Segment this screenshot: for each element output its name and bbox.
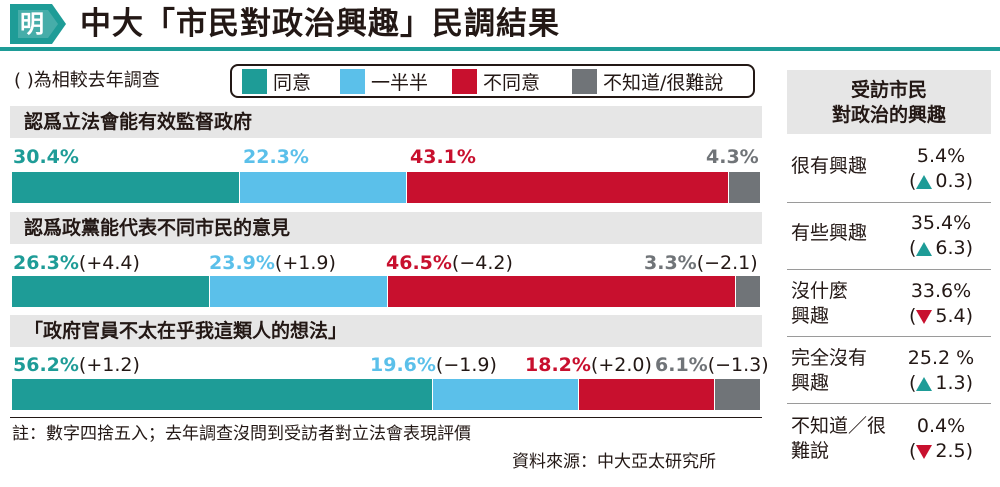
question-title-1: 認爲立法會能有效監督政府 bbox=[24, 111, 253, 133]
legend-label-unsure: 不知道/很難說 bbox=[603, 71, 724, 94]
sidebar-divider bbox=[787, 403, 991, 404]
sidebar-row-change: (0.3) bbox=[908, 170, 974, 192]
sidebar-divider bbox=[787, 202, 991, 203]
legend-item-disagree: 不同意 bbox=[452, 66, 540, 96]
sidebar-row-pct: 25.2 % bbox=[907, 347, 975, 369]
label-neutral-2: 23.9%(+1.9) bbox=[209, 252, 336, 274]
question-header-2: 認爲政黨能代表不同市民的意見 bbox=[10, 212, 762, 244]
question-header-1: 認爲立法會能有效監督政府 bbox=[10, 106, 762, 138]
bar-segment-agree bbox=[12, 172, 240, 203]
label-disagree-3: 18.2%(+2.0) bbox=[525, 354, 652, 376]
sidebar-row: 很有興趣 5.4% (0.3) bbox=[787, 140, 991, 198]
sidebar-header: 受訪市民 對政治的興趣 bbox=[787, 70, 991, 134]
label-neutral-1: 22.3% bbox=[243, 146, 309, 168]
legend-item-unsure: 不知道/很難說 bbox=[572, 66, 723, 96]
stacked-bar-1 bbox=[12, 172, 760, 203]
chart-legend: 同意 一半半 不同意 不知道/很難說 bbox=[230, 64, 755, 98]
question-title-2: 認爲政黨能代表不同市民的意見 bbox=[24, 217, 291, 239]
bar-segment-disagree bbox=[387, 276, 736, 307]
bar-segment-neutral bbox=[431, 379, 579, 410]
legend-item-neutral: 一半半 bbox=[340, 66, 428, 96]
sidebar-row-label: 很有興趣 bbox=[791, 155, 868, 177]
sidebar-row: 完全沒有興趣 25.2 % (1.3) bbox=[787, 342, 991, 400]
legend-swatch-neutral bbox=[340, 68, 365, 94]
label-unsure-2: 3.3%(−2.1) bbox=[644, 252, 758, 274]
legend-swatch-disagree bbox=[452, 68, 477, 94]
bar-segment-agree bbox=[12, 276, 209, 307]
bar-segment-neutral bbox=[208, 276, 388, 307]
sidebar-title-line1: 受訪市民 bbox=[850, 79, 927, 101]
sidebar-row-label: 完全沒有興趣 bbox=[791, 347, 868, 394]
sidebar-row: 不知道／很難說 0.4% (2.5) bbox=[787, 410, 991, 468]
sidebar-divider bbox=[787, 269, 991, 270]
label-neutral-3: 19.6%(−1.9) bbox=[370, 354, 497, 376]
label-disagree-2: 46.5%(−4.2) bbox=[386, 252, 513, 274]
sidebar-row-label: 不知道／很難說 bbox=[791, 415, 887, 462]
stacked-bar-2 bbox=[12, 276, 760, 307]
legend-label-neutral: 一半半 bbox=[371, 71, 429, 94]
footer-note: 註：數字四捨五入；去年調查沒問到受訪者對立法會表現評價 bbox=[12, 424, 471, 444]
sidebar-row-change: (2.5) bbox=[908, 440, 974, 462]
logo-text: 明 bbox=[20, 10, 44, 38]
bar-segment-unsure bbox=[714, 379, 760, 410]
sidebar-divider bbox=[787, 336, 991, 337]
legend-label-agree: 同意 bbox=[273, 71, 312, 94]
label-unsure-1: 4.3% bbox=[706, 146, 759, 168]
logo: 明 bbox=[8, 2, 68, 46]
up-triangle-icon bbox=[916, 241, 933, 256]
legend-swatch-unsure bbox=[572, 68, 597, 94]
sidebar-row: 有些興趣 35.4% (6.3) bbox=[787, 207, 991, 265]
label-unsure-3: 6.1%(−1.3) bbox=[655, 354, 769, 376]
sidebar-row: 沒什麼興趣 33.6% (5.4) bbox=[787, 275, 991, 333]
label-agree-1: 30.4% bbox=[13, 146, 79, 168]
bar-segment-unsure bbox=[727, 172, 760, 203]
bar-segment-agree bbox=[12, 379, 432, 410]
comparison-note: ( )為相較去年調查 bbox=[14, 70, 160, 91]
up-triangle-icon bbox=[916, 376, 933, 391]
legend-item-agree: 同意 bbox=[242, 66, 311, 96]
sidebar-row-pct: 35.4% bbox=[910, 212, 972, 234]
sidebar-row-change: (1.3) bbox=[908, 372, 974, 394]
bar-segment-disagree bbox=[578, 379, 715, 410]
down-triangle-icon bbox=[916, 309, 933, 324]
sidebar-row-label: 有些興趣 bbox=[791, 222, 868, 244]
label-agree-3: 56.2%(+1.2) bbox=[13, 354, 140, 376]
sidebar-title-line2: 對政治的興趣 bbox=[831, 104, 946, 126]
sidebar-row-change: (6.3) bbox=[908, 237, 974, 259]
legend-label-disagree: 不同意 bbox=[483, 71, 541, 94]
sidebar-row-pct: 0.4% bbox=[916, 415, 966, 437]
down-triangle-icon bbox=[916, 444, 933, 459]
bar-segment-neutral bbox=[239, 172, 406, 203]
stacked-bar-3 bbox=[12, 379, 760, 410]
title-divider bbox=[0, 47, 1000, 51]
source-credit: 資料來源：中大亞太研究所 bbox=[512, 452, 716, 472]
footer-divider bbox=[10, 417, 762, 418]
sidebar-row-pct: 5.4% bbox=[916, 145, 966, 167]
label-agree-2: 26.3%(+4.4) bbox=[13, 252, 140, 274]
question-header-3: 「政府官員不太在乎我這類人的想法」 bbox=[10, 315, 762, 347]
interest-sidebar: 受訪市民 對政治的興趣 很有興趣 5.4% (0.3) 有些興趣 35.4% (… bbox=[787, 70, 991, 482]
bar-segment-disagree bbox=[405, 172, 728, 203]
sidebar-row-change: (5.4) bbox=[908, 305, 974, 327]
legend-swatch-agree bbox=[242, 68, 267, 94]
page-title: 中大「市民對政治興趣」民調結果 bbox=[80, 6, 560, 42]
label-disagree-1: 43.1% bbox=[410, 146, 476, 168]
sidebar-row-label: 沒什麼興趣 bbox=[791, 280, 849, 327]
question-title-3: 「政府官員不太在乎我這類人的想法」 bbox=[24, 320, 348, 342]
sidebar-row-pct: 33.6% bbox=[910, 280, 972, 302]
up-triangle-icon bbox=[916, 174, 933, 189]
bar-segment-unsure bbox=[735, 276, 760, 307]
